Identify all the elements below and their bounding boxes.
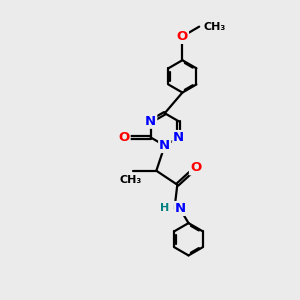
Text: H: H (160, 203, 170, 214)
Text: N: N (145, 115, 156, 128)
Text: N: N (173, 131, 184, 144)
Text: O: O (118, 131, 130, 144)
Text: CH₃: CH₃ (120, 175, 142, 185)
Text: O: O (190, 161, 201, 174)
Text: O: O (177, 30, 188, 43)
Text: N: N (174, 202, 185, 215)
Text: N: N (159, 139, 170, 152)
Text: CH₃: CH₃ (204, 22, 226, 32)
